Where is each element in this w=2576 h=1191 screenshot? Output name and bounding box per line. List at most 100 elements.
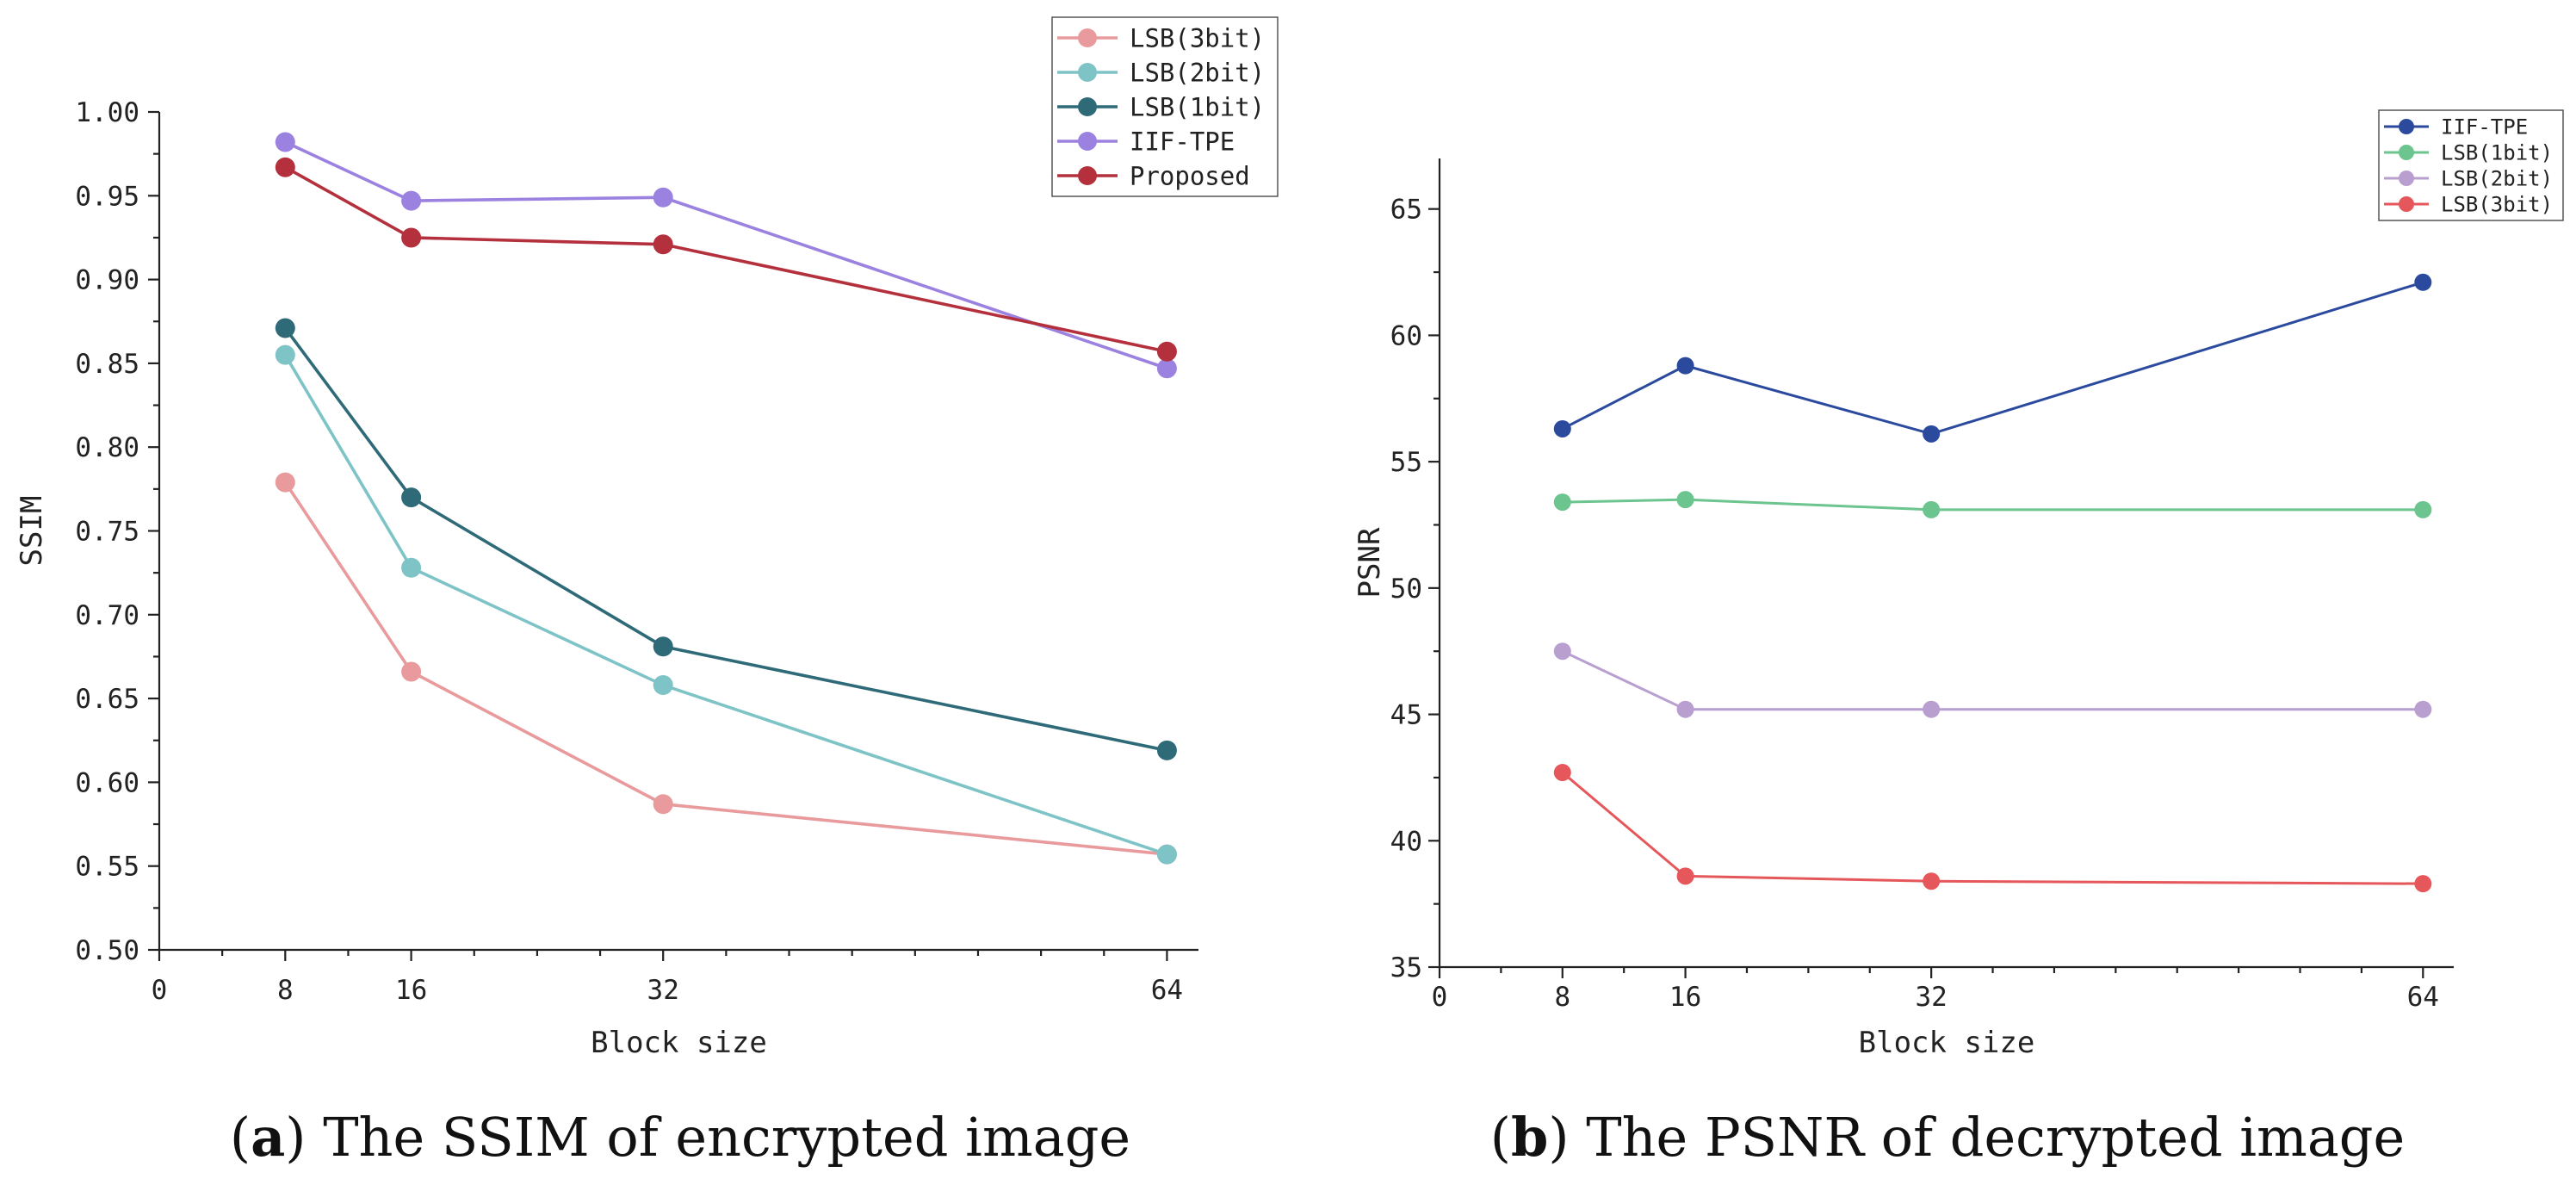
legend-label: LSB(1bit) [2441, 141, 2553, 165]
series-lsb-1bit- [275, 318, 1177, 760]
data-point [1676, 491, 1694, 509]
legend-label: IIF-TPE [2441, 115, 2528, 140]
y-tick-label: 0.65 [75, 684, 139, 715]
data-point [1923, 425, 1941, 443]
legend-swatch-marker [1078, 132, 1097, 151]
y-tick-label: 0.70 [75, 600, 139, 631]
data-point [1156, 740, 1177, 760]
chart-b: 35 40 45 50 55 60 65 0 8 16 32 64 Block size PSNR IIF-… [1353, 109, 2564, 1169]
y-axis-title: PSNR [1353, 527, 1387, 598]
caption-label: a [251, 1106, 285, 1169]
data-point [1923, 500, 1941, 518]
x-axis-title: Block size [1859, 1026, 2035, 1060]
data-point [653, 675, 673, 696]
data-point [1676, 357, 1694, 375]
x-tick-label: 16 [395, 975, 427, 1006]
series-proposed [275, 157, 1177, 362]
y-tick-label: 0.50 [75, 935, 139, 966]
caption-paren-close: ) [1548, 1106, 1586, 1169]
x-tick-label: 32 [1915, 982, 1947, 1013]
data-point [1553, 642, 1571, 661]
data-point [1923, 700, 1941, 718]
data-point [1923, 872, 1941, 890]
figure-caption: (b) The PSNR of decrypted image [1490, 1106, 2405, 1169]
y-tick-label: 60 [1390, 320, 1422, 351]
caption-paren-close: ) [285, 1106, 323, 1169]
y-tick-label: 45 [1390, 700, 1422, 731]
y-tick-label: 1.00 [75, 97, 139, 128]
legend-label: IIF-TPE [1130, 127, 1235, 156]
data-point [1553, 419, 1571, 437]
y-tick-label: 0.85 [75, 349, 139, 380]
data-point [2414, 875, 2432, 893]
legend-label: LSB(3bit) [2441, 193, 2553, 217]
y-tick-label: 0.95 [75, 181, 139, 212]
legend-label: LSB(1bit) [1130, 92, 1265, 121]
x-tick-label: 0 [152, 975, 168, 1006]
x-tick-label: 8 [1554, 982, 1570, 1013]
legend-swatch-marker [1078, 166, 1097, 185]
series-lsb-2bit- [275, 344, 1177, 865]
data-point [653, 794, 673, 815]
data-point [653, 636, 673, 657]
y-tick-label: 35 [1390, 952, 1422, 983]
legend-swatch-marker [1078, 97, 1097, 116]
series-iif-tpe [1553, 273, 2432, 443]
series-line [283, 481, 1167, 856]
series-line [1562, 498, 2424, 512]
series-line [283, 326, 1167, 753]
legend-label: LSB(3bit) [1130, 23, 1265, 53]
series-iif-tpe [275, 132, 1177, 379]
data-point [401, 661, 422, 682]
x-tick-label: 64 [1151, 975, 1183, 1006]
data-point [1676, 867, 1694, 885]
legend-label: LSB(2bit) [2441, 167, 2553, 191]
series-line [283, 354, 1167, 856]
data-point [2414, 700, 2432, 718]
data-point [275, 132, 295, 152]
figure-caption: (a) The SSIM of encrypted image [230, 1106, 1130, 1169]
data-point [2414, 273, 2432, 291]
y-tick-label: 0.90 [75, 265, 139, 296]
data-point [2414, 500, 2432, 518]
legend-swatch-marker [2399, 119, 2414, 134]
chart-a: 0.50 0.55 0.60 0.65 0.70 0.75 0.80 0.85 0.90 0.95… [15, 16, 1279, 1169]
legend-label: Proposed [1130, 161, 1250, 190]
data-point [275, 472, 295, 493]
x-tick-label: 32 [647, 975, 679, 1006]
series-line [1561, 771, 2424, 885]
y-tick-label: 40 [1390, 826, 1422, 857]
series-line [284, 165, 1167, 354]
series-lsb-3bit- [1553, 764, 2432, 893]
data-point [401, 557, 422, 578]
y-tick-label: 0.55 [75, 852, 139, 883]
y-tick-label: 50 [1390, 574, 1422, 605]
legend-swatch-marker [2399, 145, 2414, 160]
data-point [1156, 844, 1177, 865]
data-point [653, 234, 673, 255]
legend-swatch-marker [2399, 171, 2414, 186]
data-point [1553, 493, 1571, 512]
x-axis-title: Block size [591, 1026, 767, 1060]
data-point [1156, 358, 1177, 379]
y-axis-title: SSIM [15, 496, 49, 567]
series-line [1562, 649, 2424, 711]
y-tick-label: 0.80 [75, 432, 139, 463]
data-point [275, 344, 295, 365]
legend-swatch-marker [1078, 63, 1097, 82]
data-point [401, 227, 422, 248]
data-point [1676, 700, 1694, 718]
y-tick-label: 65 [1390, 195, 1422, 226]
legend-swatch-marker [2399, 196, 2414, 212]
legend-swatch-marker [1078, 28, 1097, 47]
series-line [284, 140, 1168, 370]
series-line [1562, 281, 2424, 436]
legend-label: LSB(2bit) [1130, 58, 1265, 87]
x-tick-label: 64 [2407, 982, 2439, 1013]
caption-text: The SSIM of encrypted image [323, 1106, 1130, 1169]
data-point [653, 187, 673, 208]
caption-paren-open: ( [1490, 1106, 1511, 1169]
data-point [1553, 764, 1571, 782]
legend: LSB(3bit) LSB(2bit) LSB(1bit) IIF-TPE Propos… [1051, 16, 1279, 197]
